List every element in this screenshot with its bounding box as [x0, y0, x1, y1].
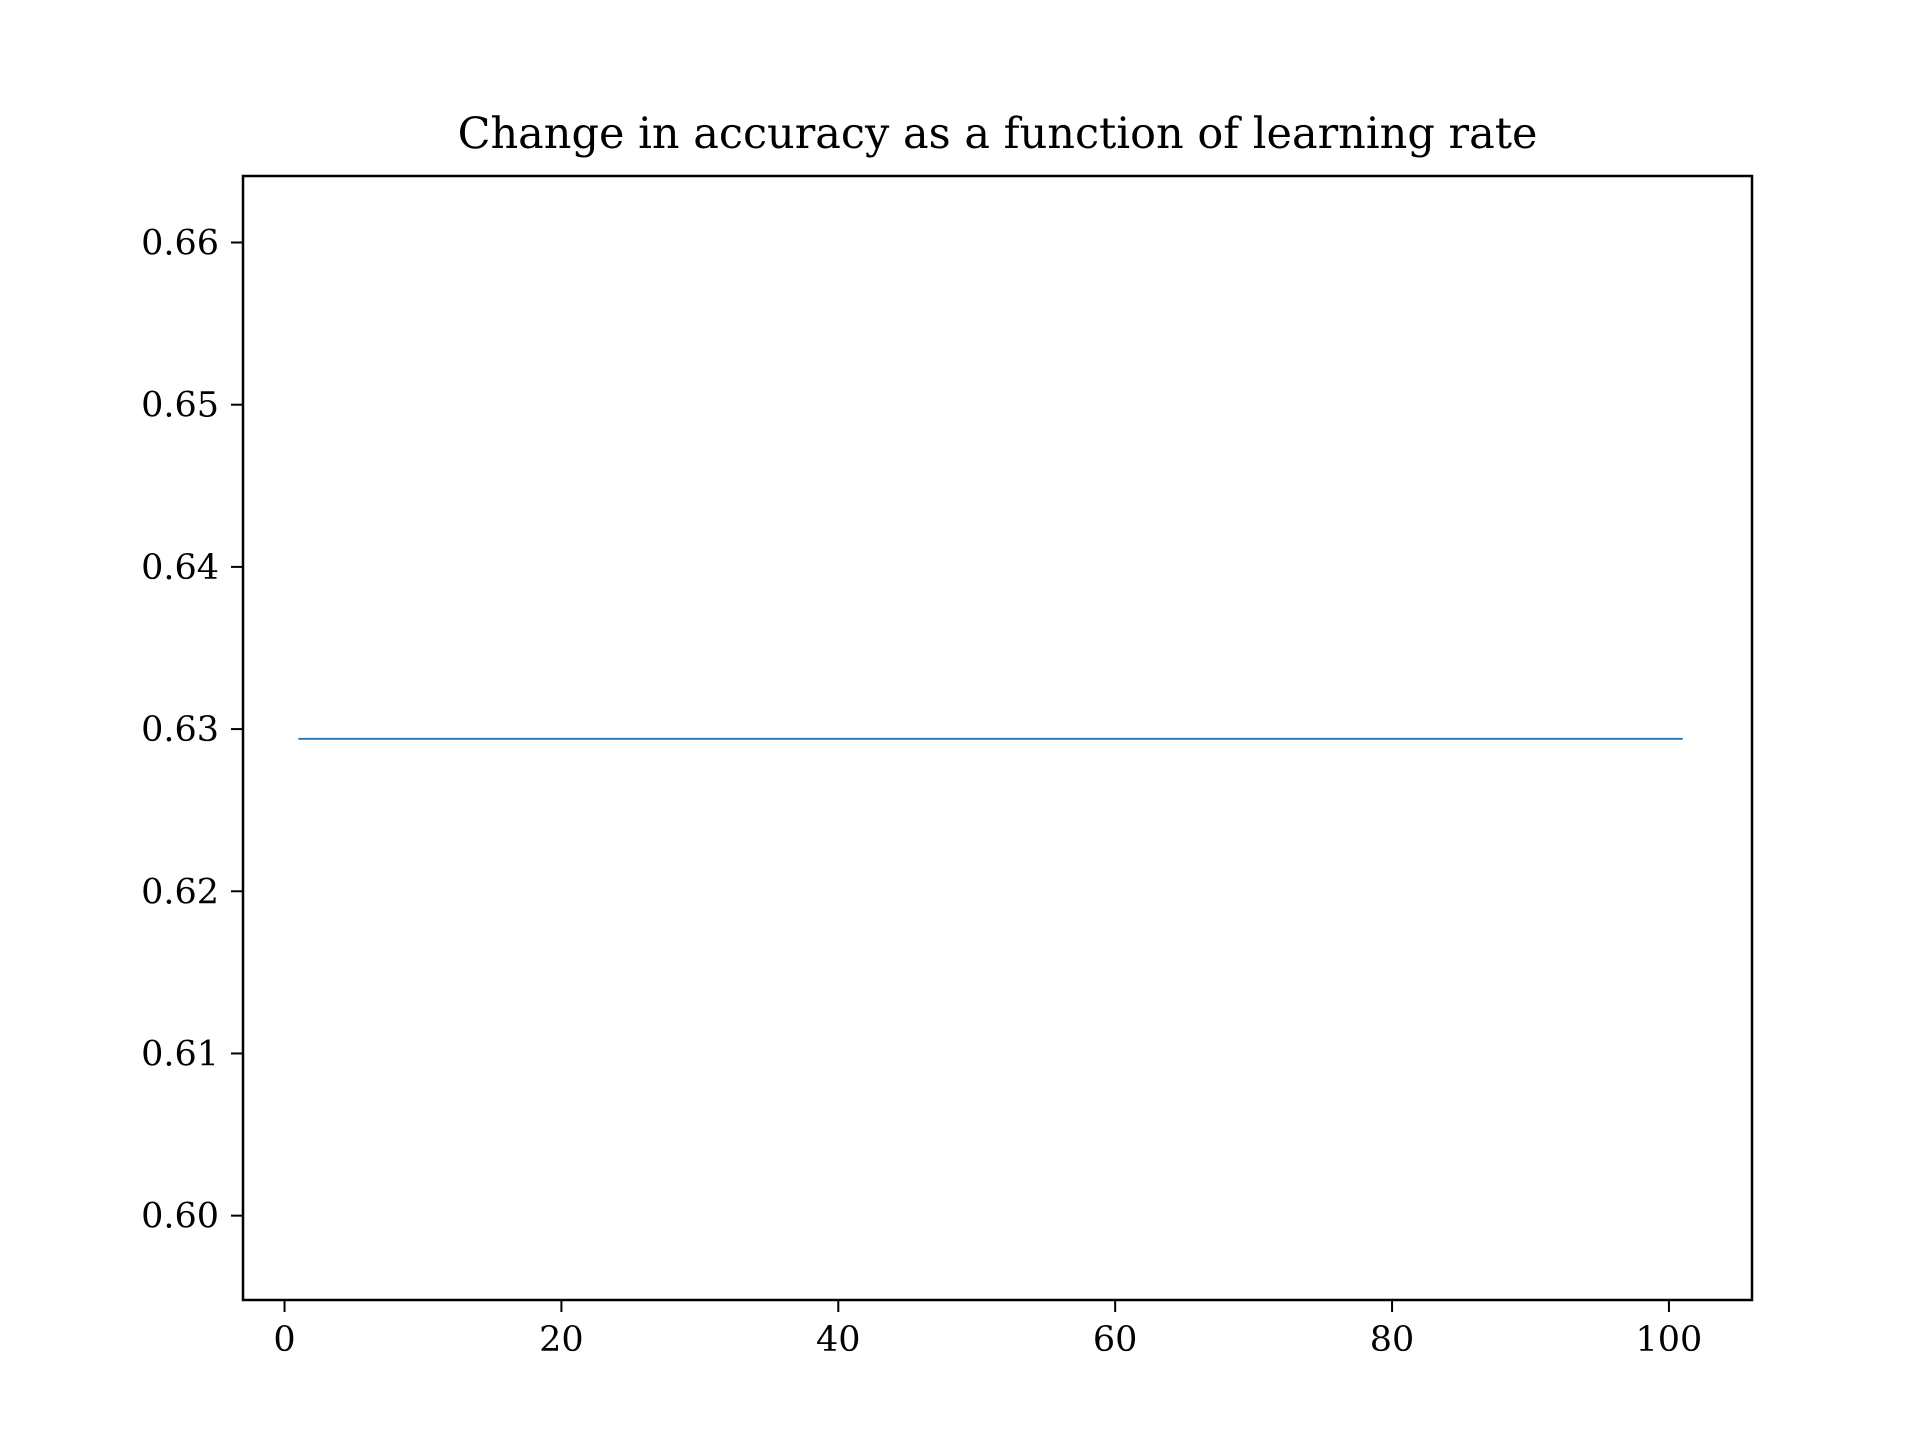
- chart-title: Change in accuracy as a function of lear…: [458, 109, 1538, 159]
- y-tick-label: 0.64: [141, 548, 219, 588]
- y-tick-label: 0.66: [141, 223, 219, 263]
- x-tick-label: 100: [1636, 1320, 1703, 1360]
- y-tick-label: 0.62: [141, 872, 219, 912]
- y-tick-label: 0.61: [141, 1034, 219, 1074]
- y-tick-label: 0.65: [141, 386, 219, 426]
- axes-frame: [241, 174, 1754, 1302]
- y-axis: 0.60 0.61 0.62 0.63 0.64 0.65 0.66: [141, 223, 243, 1237]
- x-tick-label: 80: [1370, 1320, 1415, 1360]
- x-tick-label: 20: [539, 1320, 584, 1360]
- x-tick-label: 40: [816, 1320, 861, 1360]
- y-tick-label: 0.63: [141, 710, 219, 750]
- y-tick-label: 0.60: [141, 1197, 219, 1237]
- x-tick-label: 60: [1093, 1320, 1138, 1360]
- x-axis: 0 20 40 60 80 100: [273, 1300, 1702, 1360]
- x-tick-label: 0: [273, 1320, 295, 1360]
